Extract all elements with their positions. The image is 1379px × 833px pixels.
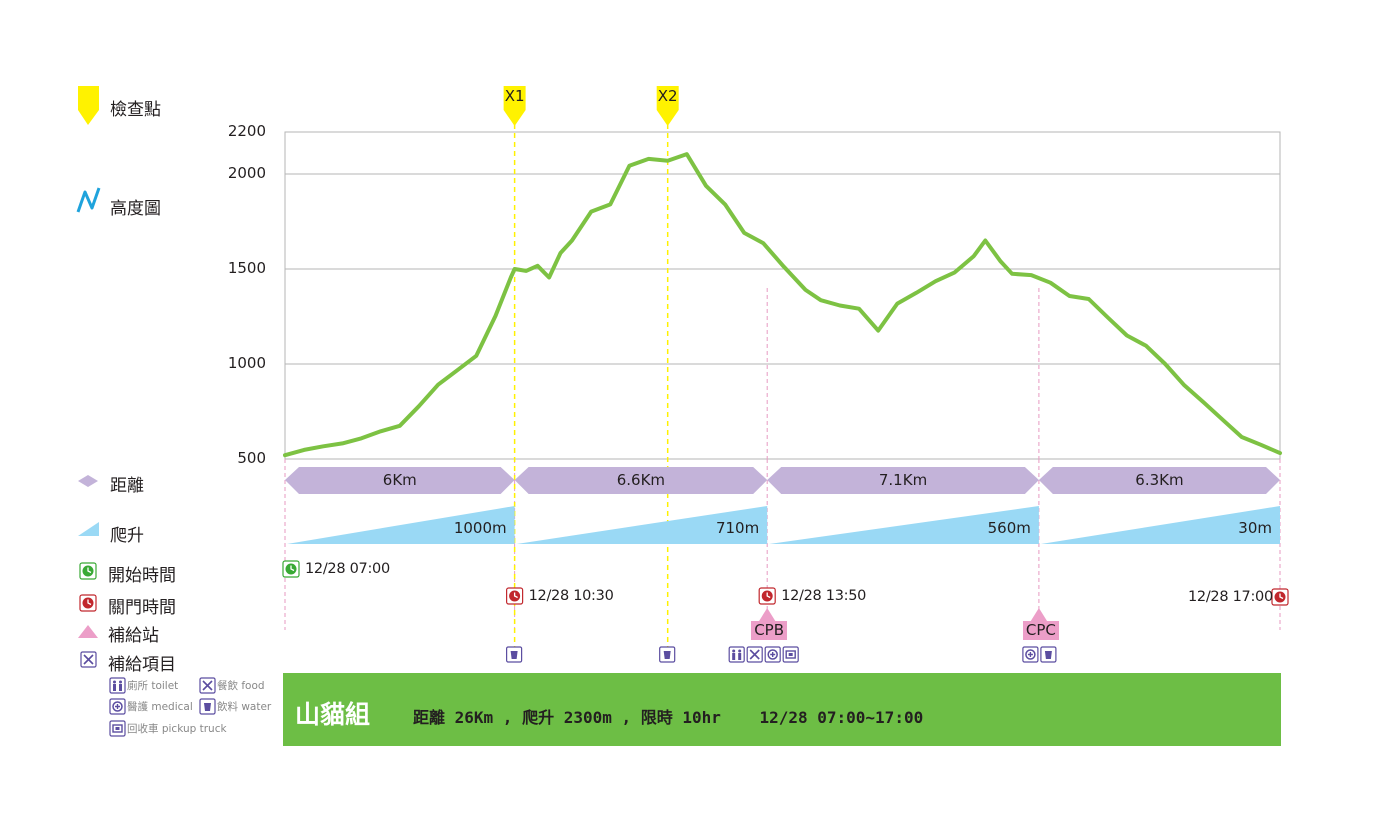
- checkpoint-marker: [656, 86, 679, 126]
- start-time-legend-icon: [79, 562, 97, 580]
- y-tick-label: 2200: [227, 122, 266, 140]
- segment-distance-label: 7.1Km: [878, 471, 928, 489]
- legend-food-label: 餐飲 food: [217, 680, 265, 692]
- y-tick-label: 500: [237, 449, 266, 467]
- close-time-icon: [758, 587, 776, 605]
- checkpoint-label: X1: [504, 87, 525, 105]
- pickup-truck-icon: [109, 720, 126, 737]
- toilet-icon: [109, 677, 126, 694]
- water-icon: [199, 698, 216, 715]
- legend-close-time-label: 關門時間: [108, 598, 176, 618]
- elevation-line: [283, 152, 1282, 458]
- legend-supply-station-label: 補給站: [108, 626, 159, 646]
- supply-item-pickup-truck-icon: [782, 646, 799, 663]
- climb-wedge: [769, 506, 1039, 544]
- supply-item-water-icon: [659, 646, 676, 663]
- segment-distance-label: 6.3Km: [1135, 471, 1184, 489]
- plot-frame: [284, 131, 1281, 460]
- segment-climb-label: 30m: [1238, 519, 1272, 537]
- close-time-icon: [506, 587, 524, 605]
- supply-station-label: CPB: [751, 621, 787, 640]
- legend-medical-label: 醫護 medical: [127, 701, 193, 713]
- team-name: 山貓組: [295, 700, 371, 729]
- start-time-label: 12/28 07:00: [305, 561, 390, 577]
- climb-wedge: [1040, 506, 1280, 544]
- elevation-icon: [76, 187, 101, 213]
- supply-station-label: CPC: [1022, 621, 1059, 640]
- close-time-legend-icon: [79, 594, 97, 612]
- segment-distance-label: 6Km: [382, 471, 417, 489]
- legend-water-label: 飲料 water: [217, 701, 272, 713]
- legend-climb-label: 爬升: [110, 526, 144, 546]
- close-time-label: 12/28 10:30: [528, 588, 614, 604]
- supply-item-toilet-icon: [728, 646, 745, 663]
- y-tick-label: 1500: [227, 259, 266, 277]
- segment-climb-label: 710m: [715, 519, 760, 537]
- legend-elevation-label: 高度圖: [110, 199, 161, 219]
- close-time-label: 12/28 13:50: [781, 588, 867, 604]
- close-time-label: 12/28 17:00: [1188, 589, 1273, 605]
- legend-start-time-label: 開始時間: [108, 566, 176, 586]
- medical-icon: [109, 698, 126, 715]
- distance-icon: [78, 475, 98, 487]
- close-time-icon: [1271, 588, 1289, 606]
- segment-climb-label: 560m: [987, 519, 1031, 537]
- supply-item-medical-icon: [764, 646, 781, 663]
- legend-checkpoint-label: 檢查點: [110, 100, 161, 120]
- distance-bar: [514, 467, 768, 494]
- legend-toilet-label: 廁所 toilet: [127, 680, 179, 692]
- legend-supply-items-label: 補給項目: [108, 655, 176, 675]
- supply-station-marker: [1028, 608, 1049, 624]
- distance-bar: [1038, 467, 1280, 494]
- distance-bar: [285, 467, 515, 494]
- climb-wedge: [516, 506, 768, 544]
- checkpoint-marker: [503, 86, 526, 126]
- segment-climb-label: 1000m: [453, 519, 507, 537]
- supply-items-legend-icon: [80, 651, 97, 668]
- food-icon: [199, 677, 216, 694]
- y-tick-label: 1000: [227, 354, 266, 372]
- supply-item-water-icon: [1040, 646, 1057, 663]
- summary-banner: 山貓組 距離 26Km , 爬升 2300m , 限時 10hr 12/28 0…: [283, 673, 1281, 746]
- segment-distance-label: 6.6Km: [616, 471, 666, 489]
- supply-item-water-icon: [506, 646, 523, 663]
- supply-item-medical-icon: [1022, 646, 1039, 663]
- legend-distance-label: 距離: [110, 476, 144, 496]
- start-time-icon: [282, 560, 300, 578]
- climb-wedge: [287, 506, 515, 544]
- climb-icon: [78, 522, 99, 536]
- supply-station-marker: [757, 608, 778, 624]
- distance-bar: [767, 467, 1039, 494]
- checkpoint-label: X2: [657, 87, 678, 105]
- checkpoint-icon: [78, 86, 99, 125]
- supply-item-food-icon: [746, 646, 763, 663]
- legend-pickup-truck-label: 回收車 pickup truck: [127, 723, 227, 735]
- supply-station-icon: [78, 625, 98, 638]
- race-summary: 距離 26Km , 爬升 2300m , 限時 10hr 12/28 07:00…: [413, 708, 924, 727]
- y-tick-label: 2000: [227, 164, 266, 182]
